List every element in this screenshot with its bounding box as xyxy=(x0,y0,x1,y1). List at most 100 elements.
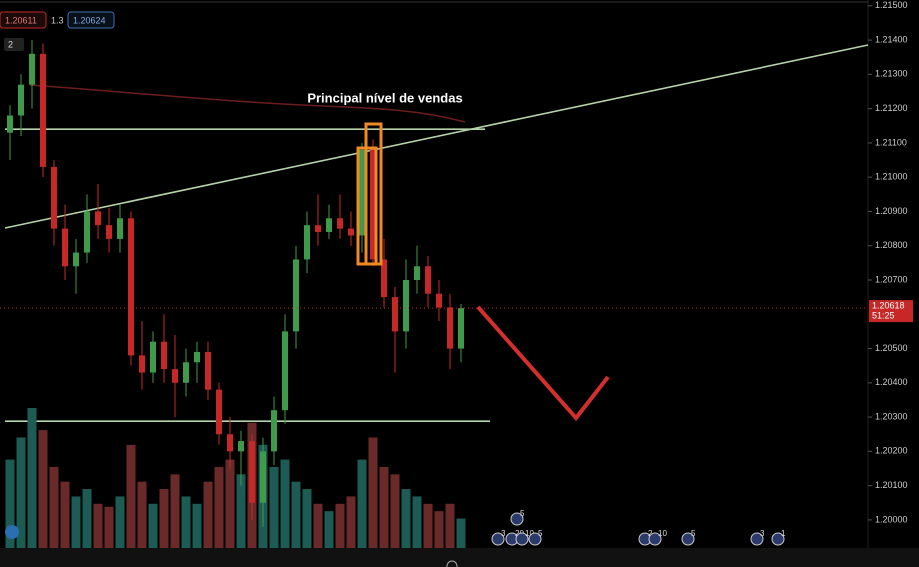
current-price: 1.20618 xyxy=(872,300,905,310)
search-icon[interactable] xyxy=(446,560,458,567)
layout: 2 xyxy=(8,39,13,49)
event-icon[interactable] xyxy=(528,532,542,546)
volume-bar xyxy=(137,481,147,548)
volume-bar xyxy=(170,474,180,548)
volume-bar xyxy=(5,459,15,548)
volume-bar xyxy=(49,466,59,548)
volume-bar xyxy=(280,459,290,548)
candle-body xyxy=(315,225,321,233)
y-tick-label: 1.20900 xyxy=(875,206,908,216)
volume-bar xyxy=(159,489,169,548)
volume-bar xyxy=(346,496,356,548)
candle-body xyxy=(425,266,431,294)
candle-body xyxy=(194,351,200,363)
ask-box xyxy=(67,11,115,29)
volume-bar xyxy=(434,511,444,548)
volume-bar xyxy=(148,503,158,548)
event-icon[interactable] xyxy=(510,512,524,526)
event-count: 1 xyxy=(781,529,786,538)
volume-bar xyxy=(302,489,312,548)
countdown: 51:25 xyxy=(872,310,895,320)
candle-body xyxy=(183,362,189,383)
event-count: 5 xyxy=(520,509,525,518)
volume-bar xyxy=(214,466,224,548)
bottom-bar xyxy=(0,548,919,567)
trendline xyxy=(4,44,869,229)
volume-bar xyxy=(313,503,323,548)
volume-bar xyxy=(423,503,433,548)
volume-bar xyxy=(192,503,202,548)
event-count: 2 xyxy=(648,529,653,538)
layout-box xyxy=(4,38,24,51)
spread: 1.3 xyxy=(51,15,64,25)
y-tick-label: 1.21500 xyxy=(875,0,908,10)
y-tick-label: 1.20300 xyxy=(875,411,908,421)
y-tick-label: 1.21100 xyxy=(875,137,907,147)
volume-bar xyxy=(236,474,246,548)
projection-arrow xyxy=(476,305,610,422)
candle-body xyxy=(40,53,46,167)
volume-bar xyxy=(445,503,455,548)
candle-body xyxy=(7,115,13,133)
candle-body xyxy=(106,225,112,239)
event-icon[interactable] xyxy=(491,532,505,546)
volume-bar xyxy=(412,496,422,548)
candle-body xyxy=(403,279,409,332)
volume-bar xyxy=(16,437,26,548)
y-tick-label: 1.20000 xyxy=(875,514,908,524)
event-count: 5 xyxy=(691,529,696,538)
current-price-box xyxy=(869,300,913,323)
candle-body xyxy=(216,389,222,435)
y-tick-label: 1.21000 xyxy=(875,172,908,182)
event-icon[interactable] xyxy=(750,532,764,546)
candle-body xyxy=(172,369,178,383)
volume-bar xyxy=(368,437,378,548)
volume-bar xyxy=(71,496,81,548)
candle-body xyxy=(271,410,277,452)
volume-bar xyxy=(357,459,367,548)
event-count: 3 xyxy=(501,529,506,538)
volume-bar xyxy=(401,489,411,548)
bid: 1.20611 xyxy=(5,15,37,25)
volume-bar xyxy=(291,481,301,548)
candle-body xyxy=(436,293,442,308)
candle-body xyxy=(381,259,387,298)
event-icon[interactable] xyxy=(515,532,529,546)
candle-body xyxy=(150,341,156,373)
volume-bar xyxy=(324,511,334,548)
event-icon[interactable] xyxy=(771,532,785,546)
volume-bar xyxy=(181,496,191,548)
y-tick-label: 1.20200 xyxy=(875,446,908,456)
y-tick-label: 1.20400 xyxy=(875,377,908,387)
candle-body xyxy=(161,341,167,370)
event-count: 10 xyxy=(525,529,534,538)
event-icon[interactable] xyxy=(681,532,695,546)
candle-body xyxy=(326,218,332,233)
volume-bar xyxy=(126,444,136,548)
candle-body xyxy=(62,228,68,267)
candle-body xyxy=(348,228,354,236)
volume-bar xyxy=(203,481,213,548)
y-tick-label: 1.21300 xyxy=(875,69,908,79)
volume-bar xyxy=(82,489,92,548)
candle-body xyxy=(227,434,233,452)
y-tick-label: 1.20500 xyxy=(875,343,908,353)
candle-body xyxy=(458,308,464,349)
candle-body xyxy=(260,451,266,503)
candle-body xyxy=(205,351,211,390)
volume-bar xyxy=(27,408,37,548)
volume-bar xyxy=(115,496,125,548)
candle-body xyxy=(359,149,365,236)
y-tick-label: 1.20800 xyxy=(875,240,908,250)
candle-body xyxy=(293,259,299,332)
candle-body xyxy=(139,355,145,373)
candle-body xyxy=(128,218,134,356)
candle-body xyxy=(51,166,57,229)
event-icon[interactable] xyxy=(648,532,662,546)
volume-bar xyxy=(38,430,48,548)
candle-body xyxy=(238,441,244,452)
y-tick-label: 1.20700 xyxy=(875,274,908,284)
y-tick-label: 1.20100 xyxy=(875,480,908,490)
moving-average xyxy=(29,84,466,123)
ask: 1.20624 xyxy=(73,15,106,25)
